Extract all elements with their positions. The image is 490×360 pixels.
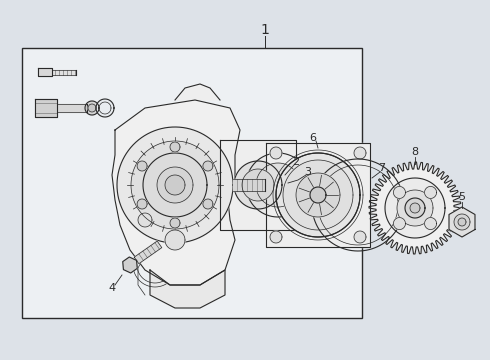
Polygon shape (458, 218, 466, 226)
Polygon shape (170, 142, 180, 152)
Polygon shape (220, 140, 296, 230)
Polygon shape (38, 68, 52, 76)
Bar (22, 48, 362, 318)
Polygon shape (276, 153, 360, 237)
Text: 2: 2 (293, 157, 299, 167)
Polygon shape (234, 161, 282, 209)
Polygon shape (165, 175, 185, 195)
Text: 4: 4 (108, 283, 116, 293)
Polygon shape (143, 153, 207, 217)
Polygon shape (137, 199, 147, 209)
Text: 7: 7 (378, 163, 386, 173)
Polygon shape (85, 101, 99, 115)
Polygon shape (170, 218, 180, 228)
Text: 6: 6 (310, 133, 317, 143)
Text: 3: 3 (304, 167, 312, 177)
Polygon shape (203, 199, 213, 209)
Polygon shape (203, 161, 213, 171)
Text: 5: 5 (459, 192, 466, 202)
Polygon shape (35, 99, 57, 117)
Polygon shape (424, 217, 437, 230)
Polygon shape (393, 186, 405, 198)
Polygon shape (137, 161, 147, 171)
Polygon shape (233, 179, 265, 191)
Polygon shape (123, 257, 137, 273)
Polygon shape (270, 231, 282, 243)
Polygon shape (270, 147, 282, 159)
Polygon shape (165, 230, 185, 250)
Polygon shape (52, 69, 76, 75)
Polygon shape (454, 214, 470, 230)
Polygon shape (283, 160, 353, 230)
Polygon shape (175, 84, 220, 100)
Polygon shape (296, 173, 340, 217)
Polygon shape (138, 213, 152, 227)
Polygon shape (397, 190, 433, 226)
Polygon shape (57, 104, 87, 112)
Polygon shape (369, 162, 461, 254)
Polygon shape (410, 203, 420, 213)
Polygon shape (96, 99, 114, 117)
Polygon shape (405, 198, 425, 218)
Polygon shape (150, 270, 225, 308)
Polygon shape (393, 217, 405, 230)
Text: 8: 8 (412, 147, 418, 157)
Polygon shape (117, 127, 233, 243)
Polygon shape (266, 143, 370, 247)
Polygon shape (246, 153, 310, 217)
Polygon shape (157, 167, 193, 203)
Polygon shape (88, 104, 96, 112)
Polygon shape (131, 141, 219, 229)
Polygon shape (385, 178, 445, 238)
Polygon shape (242, 169, 274, 201)
Polygon shape (256, 163, 300, 207)
Polygon shape (424, 186, 437, 198)
Polygon shape (354, 231, 366, 243)
Polygon shape (449, 207, 475, 237)
Text: 1: 1 (261, 23, 270, 37)
Polygon shape (112, 100, 240, 285)
Polygon shape (310, 187, 326, 203)
Polygon shape (134, 241, 162, 264)
Polygon shape (354, 147, 366, 159)
